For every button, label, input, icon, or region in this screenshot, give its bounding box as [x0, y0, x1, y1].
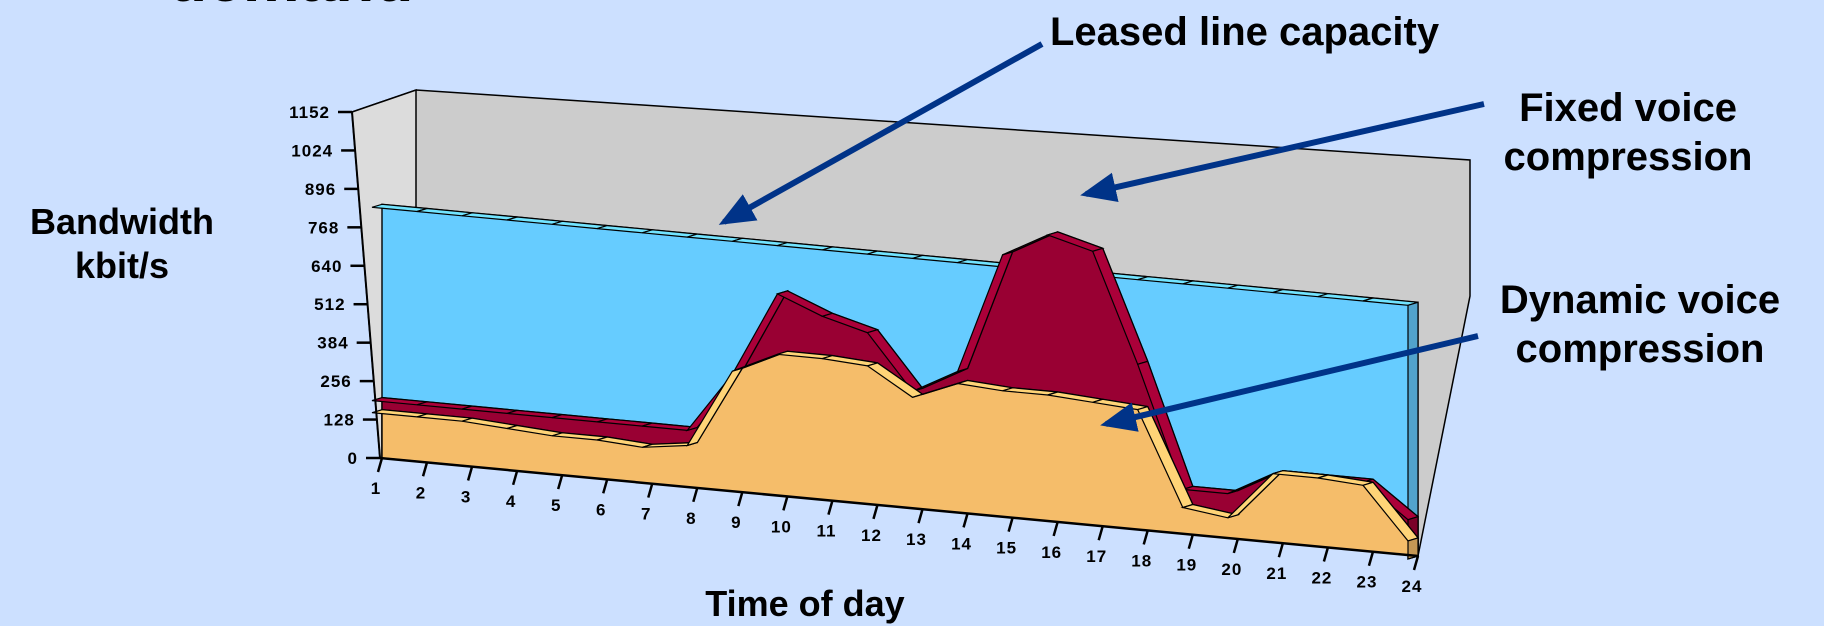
x-tick-label-7: 7	[641, 505, 651, 524]
y-tick-label-640: 640	[311, 257, 342, 276]
x-tick-12	[872, 504, 879, 520]
legend-label-fixed-voice: Fixed voice compression	[1503, 86, 1753, 179]
series-3-end-cap	[1407, 537, 1419, 560]
legend-label-leased-line: Leased line capacity	[1050, 10, 1440, 54]
x-tick-label-19: 19	[1176, 556, 1197, 575]
y-tick-label-896: 896	[305, 180, 336, 199]
arrow-leased-line	[718, 41, 1044, 225]
x-tick-22	[1322, 547, 1330, 562]
legend-label-dynamic-voice: Dynamic voice compression	[1499, 278, 1781, 371]
x-tick-label-21: 21	[1266, 564, 1287, 583]
x-tick-9	[737, 491, 744, 507]
y-tick-label-128: 128	[324, 411, 355, 430]
x-tick-8	[692, 487, 699, 503]
x-tick-label-6: 6	[596, 500, 606, 519]
x-tick-label-11: 11	[816, 522, 836, 541]
x-tick-label-20: 20	[1221, 560, 1242, 579]
x-tick-label-1: 1	[371, 479, 381, 498]
x-tick-label-16: 16	[1041, 543, 1062, 562]
x-tick-11	[827, 500, 834, 515]
x-tick-18	[1142, 530, 1149, 545]
x-tick-label-24: 24	[1402, 577, 1423, 596]
y-axis-label-line-2: kbit/s	[74, 244, 170, 286]
x-tick-7	[647, 483, 654, 498]
x-tick-23	[1367, 551, 1375, 567]
x-tick-2	[421, 461, 429, 477]
x-tick-20	[1232, 538, 1240, 554]
x-tick-10	[782, 496, 789, 511]
x-tick-3	[466, 466, 474, 481]
y-axis-line	[351, 111, 381, 459]
y-tick-label-0: 0	[348, 449, 358, 468]
x-tick-label-12: 12	[861, 526, 882, 545]
x-tick-label-8: 8	[686, 509, 696, 528]
x-tick-label-15: 15	[996, 539, 1017, 558]
x-tick-label-14: 14	[951, 534, 972, 553]
x-axis-line	[379, 456, 1419, 558]
arrow-fixed-voice	[1080, 101, 1485, 203]
x-tick-label-10: 10	[771, 517, 792, 536]
x-tick-16	[1052, 521, 1059, 537]
x-tick-4	[511, 470, 519, 486]
x-tick-label-4: 4	[506, 492, 516, 511]
x-axis-label: Time of day	[705, 583, 905, 624]
x-tick-label-9: 9	[731, 513, 741, 532]
x-tick-label-17: 17	[1086, 547, 1107, 566]
y-tick-label-768: 768	[308, 218, 339, 237]
x-tick-6	[602, 478, 609, 494]
y-axis-label-line-1: Bandwidth	[30, 201, 214, 242]
x-tick-label-18: 18	[1131, 551, 1152, 570]
x-tick-24	[1412, 555, 1420, 571]
x-tick-1	[376, 457, 384, 473]
y-tick-label-1024: 1024	[291, 141, 333, 160]
x-tick-15	[1007, 517, 1014, 532]
x-tick-5	[556, 474, 564, 490]
y-tick-label-512: 512	[314, 295, 345, 314]
y-tick-label-256: 256	[320, 372, 351, 391]
x-tick-label-5: 5	[551, 496, 561, 515]
slide-title: demand	[168, 0, 413, 16]
x-tick-13	[917, 508, 924, 524]
arrow-dynamic-voice	[1100, 333, 1479, 432]
x-tick-label-22: 22	[1311, 568, 1332, 587]
x-tick-21	[1277, 542, 1285, 558]
y-tick-label-384: 384	[317, 334, 348, 353]
y-tick-label-1152: 1152	[289, 103, 330, 122]
x-tick-label-23: 23	[1356, 573, 1377, 592]
x-tick-label-3: 3	[461, 488, 471, 507]
x-tick-19	[1187, 534, 1194, 550]
x-tick-17	[1097, 525, 1104, 541]
x-tick-label-2: 2	[416, 483, 426, 502]
y-axis-label: Bandwidth kbit/s	[12, 200, 232, 288]
x-tick-14	[962, 513, 969, 528]
x-tick-label-13: 13	[906, 530, 927, 549]
